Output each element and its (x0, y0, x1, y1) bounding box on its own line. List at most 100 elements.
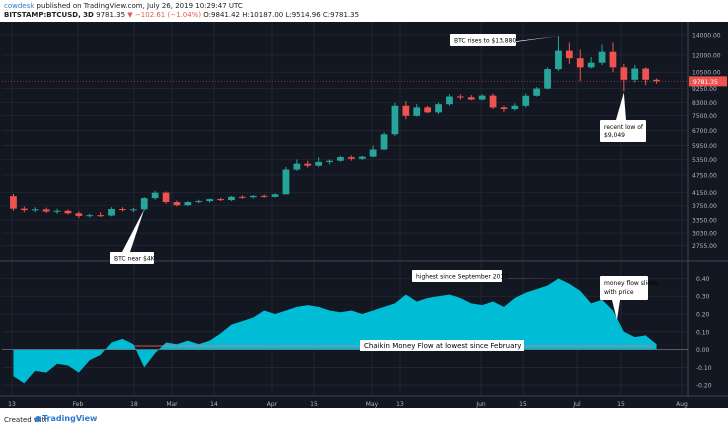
price-tick-label: 4750.00 (692, 172, 717, 179)
candle-body (446, 96, 453, 105)
price-tick-label: 3750.00 (692, 203, 717, 210)
candle-body (369, 149, 377, 157)
candle-body (64, 210, 72, 214)
callout-pointer (616, 92, 626, 120)
x-tick-label: 14 (210, 401, 218, 408)
x-tick-label: Mar (166, 401, 178, 408)
candle-body (544, 69, 551, 89)
x-tick-label: 15 (617, 401, 625, 408)
x-tick-label: Jul (572, 401, 581, 408)
x-tick-label: May (366, 401, 379, 408)
annotation-btc-rises: BTC rises to $13,880 (454, 38, 516, 45)
candle-body (119, 208, 126, 211)
candle-body (315, 161, 323, 166)
candle-body (609, 51, 617, 68)
candle-body (500, 107, 508, 110)
candle-body (533, 88, 541, 96)
candle-body (620, 67, 628, 80)
cmf-tick-label: 0.00 (696, 347, 710, 354)
candle-body (97, 215, 105, 217)
cmf-tick-label: 0.40 (696, 276, 710, 283)
candle-body (129, 209, 137, 211)
x-tick-label: 15 (519, 401, 527, 408)
candle-body (391, 105, 399, 135)
candle-body (195, 201, 203, 203)
candle-body (271, 194, 279, 197)
price-tick-label: 14000.00 (692, 32, 721, 39)
candle-body (140, 198, 148, 210)
price-tick-label: 8300.00 (692, 100, 717, 107)
chart-header: cowdesk published on TradingView.com, Ju… (0, 0, 728, 22)
candle-body (358, 156, 366, 159)
candle-body (108, 208, 115, 216)
last-price-badge (689, 76, 727, 87)
candle-body (402, 105, 410, 116)
candle-body (228, 196, 235, 201)
price-tick-label: 5950.00 (692, 143, 717, 150)
publish-line: cowdesk published on TradingView.com, Ju… (4, 2, 243, 11)
candle-body (53, 210, 61, 212)
callout-box (450, 34, 516, 46)
candle-body (206, 199, 214, 202)
tradingview-brand[interactable]: TradingView (42, 414, 98, 423)
candle-body (478, 95, 486, 100)
chart-svg: 14000.00 12000.00 10500.00 9250.00 8300.00 75… (0, 22, 728, 408)
candle-body (151, 192, 159, 199)
cmf-tick-label: -0.20 (696, 383, 712, 390)
chart-area: 14000.00 12000.00 10500.00 9250.00 8300.00 75… (0, 22, 728, 408)
symbol-label: BITSTAMP:BTCUSD, 3D (4, 11, 94, 19)
callout-box (360, 340, 524, 351)
candle-body (565, 50, 573, 59)
x-tick-label: Aug (676, 401, 688, 408)
callout-box (412, 270, 502, 282)
candle-body (337, 157, 344, 161)
publish-info: published on TradingView.com, July 26, 2… (36, 2, 243, 10)
x-tick-label: 13 (396, 401, 404, 408)
price-tick-label: 3030.00 (692, 231, 717, 238)
candle-body (653, 79, 660, 82)
annotation-btc-near-4k: BTC near $4K (114, 256, 156, 263)
candle-body (282, 169, 290, 195)
x-tick-label: 15 (310, 401, 318, 408)
candle-body (31, 209, 39, 211)
candle-body (511, 105, 519, 110)
candle-body (238, 196, 246, 198)
price-value: 9781.35 (96, 11, 126, 19)
symbol-line: BITSTAMP:BTCUSD, 3D 9781.35 ▼ −102.61 (−… (4, 11, 359, 20)
candle-body (642, 68, 650, 80)
candle-body (347, 157, 355, 159)
candle-body (413, 107, 421, 116)
candle-body (326, 160, 333, 162)
candle-body (42, 209, 50, 212)
callout-box (600, 120, 646, 142)
author-link[interactable]: cowdesk (4, 2, 35, 10)
candle-body (467, 97, 475, 100)
candle-body (304, 163, 312, 166)
candle-body (489, 95, 497, 108)
last-price-label: 9781.35 (693, 79, 718, 86)
price-tick-label: 2755.00 (692, 243, 717, 250)
x-tick-label: Feb (73, 401, 84, 408)
cmf-tick-label: 0.20 (696, 312, 710, 319)
cmf-area (13, 278, 657, 384)
candle-body (587, 62, 595, 68)
candle-body (631, 68, 639, 80)
candle-body (162, 192, 170, 203)
annotation-cmf-highest: highest since September 2017 (416, 274, 508, 281)
created-with-label: Created with (4, 416, 49, 424)
price-tick-label: 5350.00 (692, 157, 717, 164)
price-tick-label: 6700.00 (692, 128, 717, 135)
candle-body (522, 95, 530, 106)
cmf-tick-label: 0.30 (696, 294, 710, 301)
annotation-money-flow: money flow slides (604, 280, 658, 287)
candle-body (260, 195, 268, 197)
x-tick-label: 13 (8, 401, 16, 408)
candle-body (86, 215, 94, 217)
callout-box (600, 276, 648, 300)
x-tick-label: Jun (475, 401, 486, 408)
candle-body (555, 50, 562, 70)
price-tick-label: 12000.00 (692, 52, 721, 59)
cmf-tick-label: -0.10 (696, 365, 712, 372)
price-tick-label: 7500.00 (692, 113, 717, 120)
annotation-money-flow-tail: with price (604, 289, 634, 296)
